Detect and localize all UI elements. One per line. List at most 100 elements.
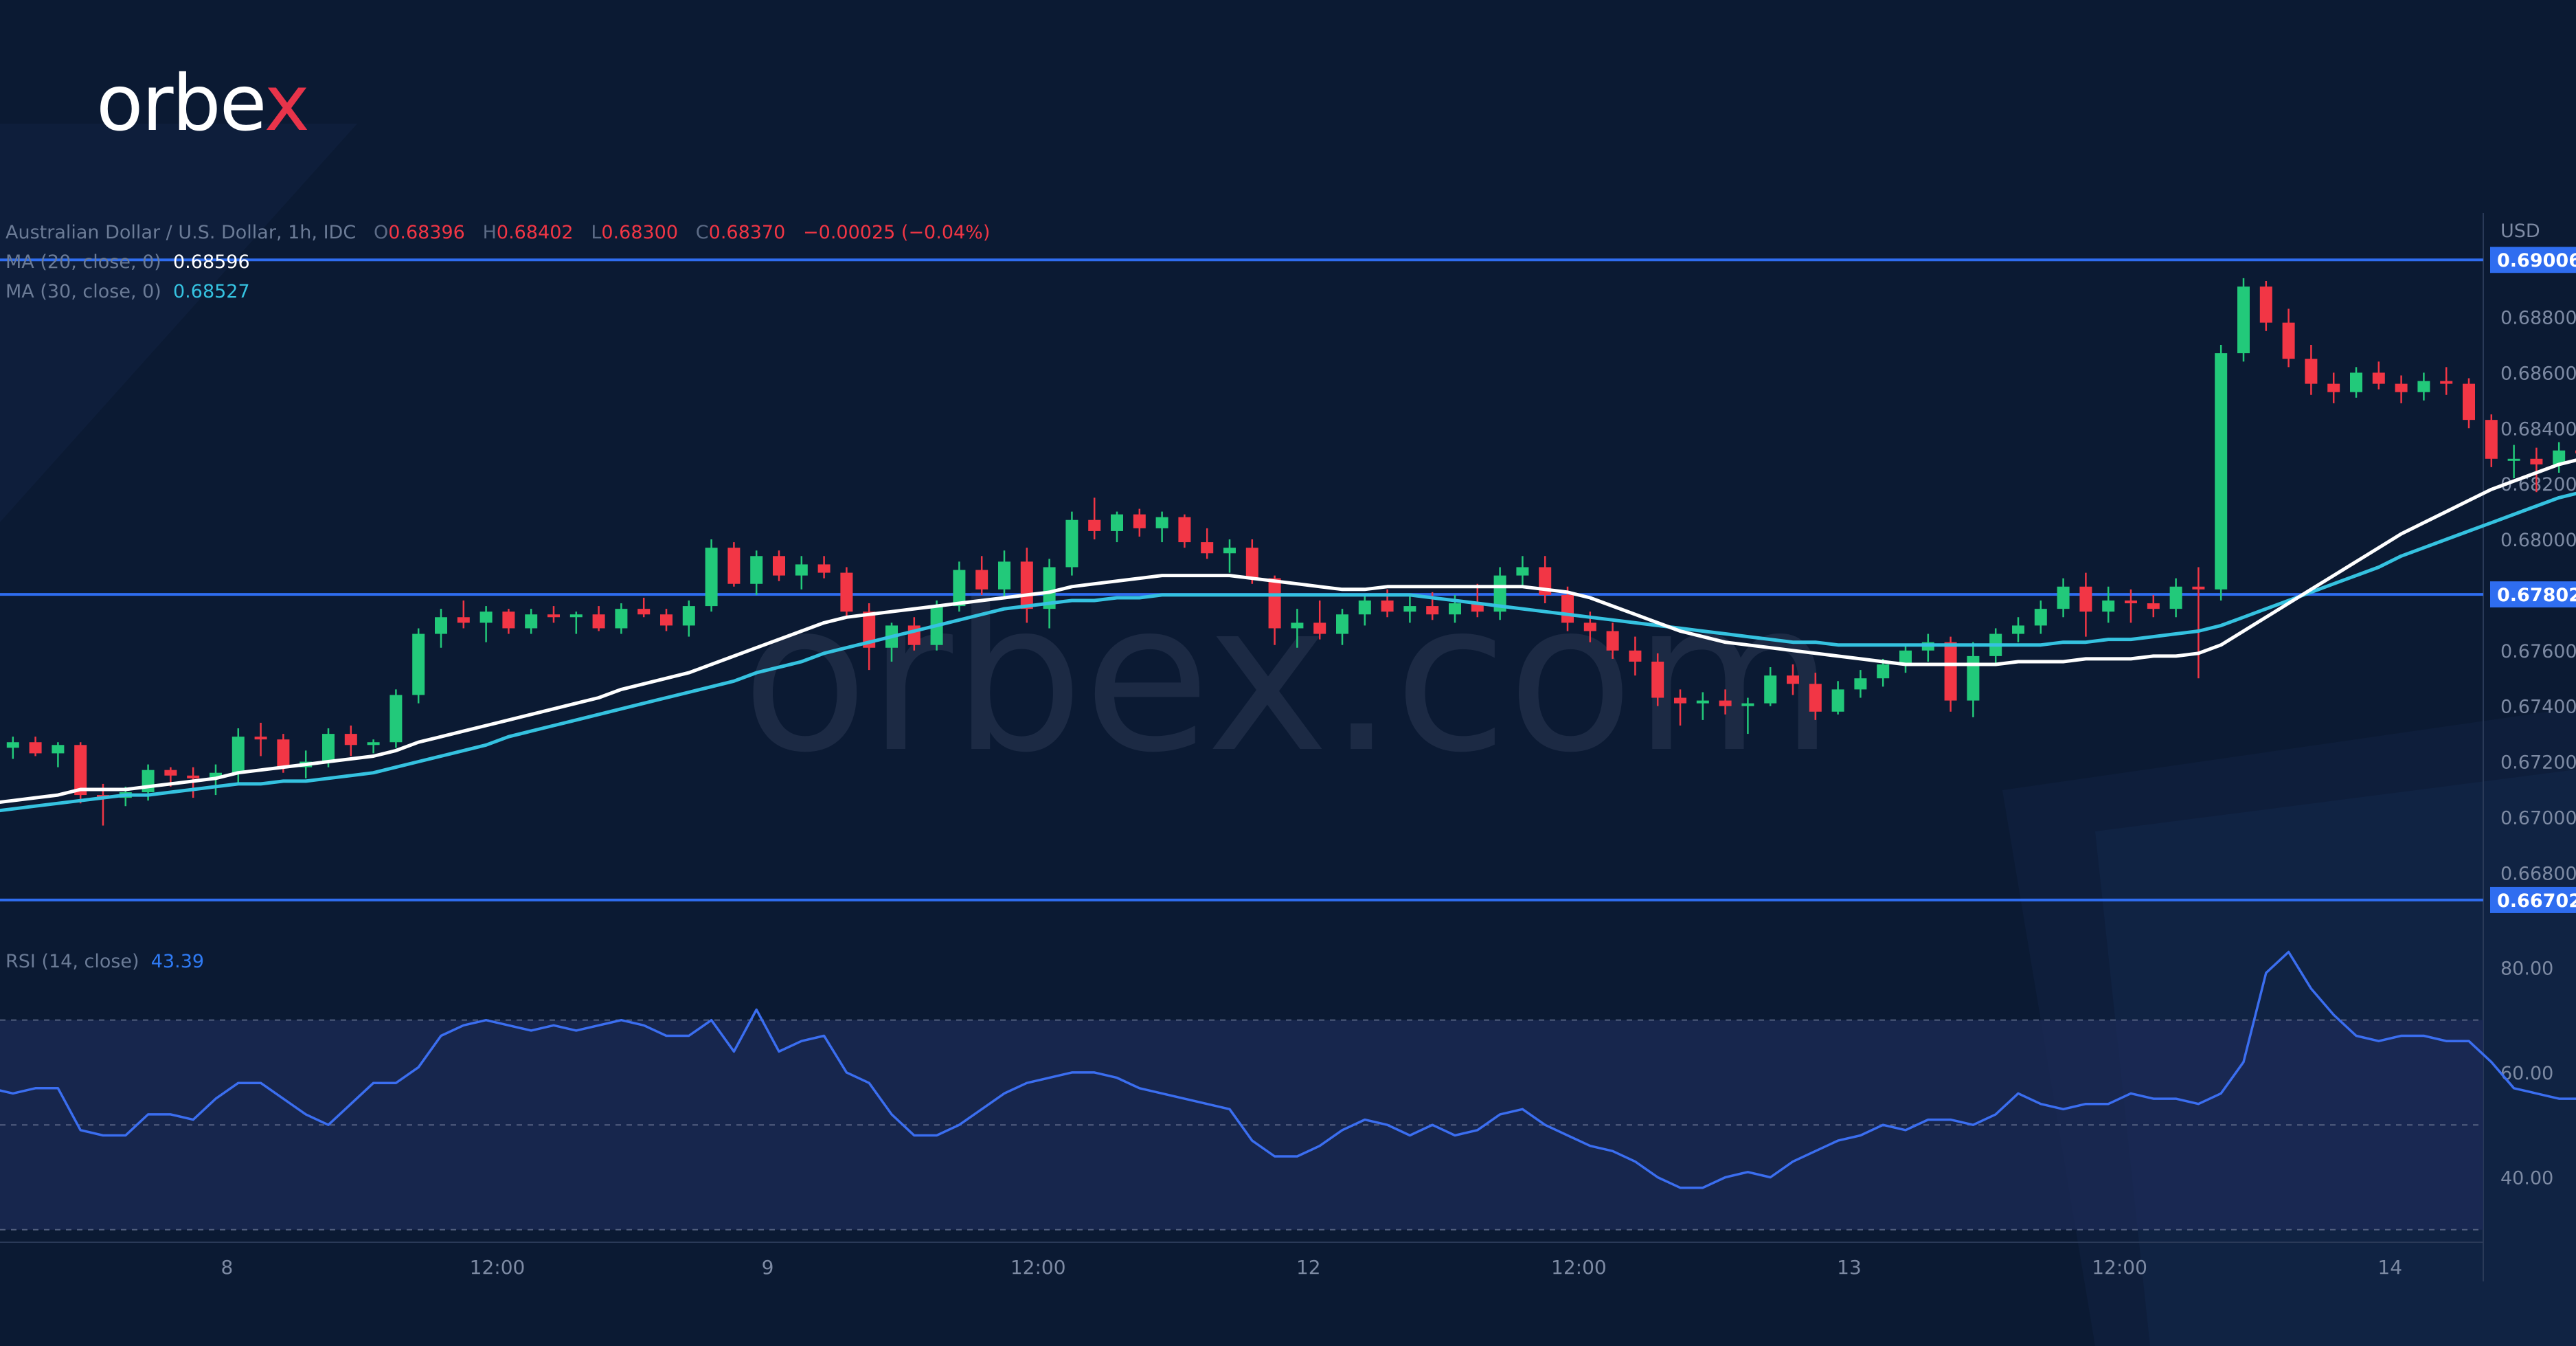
candle-body[interactable] [412,633,425,695]
candle-body[interactable] [817,564,831,573]
candle-body[interactable] [637,609,651,615]
candle-body[interactable] [277,739,290,767]
candle-body[interactable] [1268,578,1281,629]
candle-body[interactable] [1020,561,1033,609]
candle-body[interactable] [2237,287,2250,354]
candle-body[interactable] [1178,517,1191,543]
candle-body[interactable] [2507,458,2520,461]
candle-body[interactable] [1561,594,1574,623]
candle-body[interactable] [210,772,222,778]
candle-body[interactable] [1155,517,1168,528]
candle-body[interactable] [1336,614,1348,634]
candle-body[interactable] [1516,567,1529,576]
candle-body[interactable] [2372,372,2385,384]
candle-body[interactable] [6,742,19,748]
candle-body[interactable] [1741,703,1754,706]
candle-body[interactable] [2530,458,2543,464]
candle-body[interactable] [389,695,403,743]
candle-body[interactable] [2012,625,2024,634]
candle-body[interactable] [1291,622,1304,629]
candle-body[interactable] [344,734,357,745]
candle-body[interactable] [682,606,695,626]
candle-body[interactable] [2485,420,2498,459]
candle-body[interactable] [569,614,583,618]
candle-body[interactable] [1629,650,1642,662]
candle-body[interactable] [2079,586,2092,612]
candle-body[interactable] [1133,514,1146,528]
candle-body[interactable] [705,548,718,607]
candle-body[interactable] [795,564,808,576]
candle-body[interactable] [2057,586,2070,609]
candle-body[interactable] [998,561,1010,590]
candle-body[interactable] [2282,322,2295,359]
candle-body[interactable] [1449,603,1461,615]
candle-body[interactable] [547,614,560,618]
candle-body[interactable] [2327,383,2340,392]
candle-body[interactable] [231,737,245,773]
candle-body[interactable] [2259,287,2272,323]
candle-body[interactable] [254,737,267,740]
candle-body[interactable] [435,617,447,634]
candle-body[interactable] [1651,661,1664,698]
candle-body[interactable] [1403,606,1416,612]
candle-body[interactable] [2102,601,2115,612]
candle-body[interactable] [1358,601,1371,615]
candle-body[interactable] [1313,622,1326,634]
candle-body[interactable] [660,614,673,626]
candle-body[interactable] [1583,622,1596,631]
rsi-legend[interactable]: RSI (14, close) 43.39 [5,951,204,972]
candle-body[interactable] [1493,575,1506,612]
candle-body[interactable] [1043,567,1056,609]
candle-body[interactable] [750,556,763,584]
candle-body[interactable] [615,609,628,629]
candle-body[interactable] [2553,450,2566,464]
candle-body[interactable] [1065,519,1078,568]
candle-body[interactable] [502,612,515,629]
ma20-legend[interactable]: MA (20, close, 0) 0.68596 [5,251,250,273]
candle-body[interactable] [29,742,42,754]
candle-body[interactable] [479,612,493,623]
candle-body[interactable] [525,614,538,629]
candle-body[interactable] [2440,381,2453,384]
candle-body[interactable] [1944,642,1957,701]
candle-body[interactable] [2350,372,2362,392]
candle-body[interactable] [1787,675,1799,684]
candle-body[interactable] [975,570,988,590]
candle-body[interactable] [2147,603,2160,609]
candle-body[interactable] [187,775,200,778]
candle-body[interactable] [367,742,380,745]
candle-body[interactable] [2395,383,2408,392]
candle-body[interactable] [1854,678,1867,690]
ma30-legend[interactable]: MA (30, close, 0) 0.68527 [5,281,250,302]
candle-body[interactable] [1111,514,1123,531]
candle-body[interactable] [1809,684,1822,712]
candle-body[interactable] [1967,655,1980,701]
candle-body[interactable] [1831,689,1844,712]
candle-body[interactable] [457,617,470,623]
candle-body[interactable] [2417,381,2430,392]
candle-body[interactable] [1696,700,1709,704]
candle-body[interactable] [2192,586,2205,590]
candle-body[interactable] [1223,548,1236,554]
candle-body[interactable] [1877,664,1890,679]
candle-body[interactable] [322,734,335,762]
candle-body[interactable] [1088,519,1101,531]
candle-body[interactable] [1245,548,1258,579]
candle-body[interactable] [773,556,785,576]
candle-body[interactable] [1674,697,1686,704]
candle-body[interactable] [953,570,966,607]
candle-body[interactable] [1719,700,1732,706]
candle-body[interactable] [727,548,741,584]
candle-body[interactable] [840,572,853,612]
candle-body[interactable] [2125,601,2137,604]
candle-body[interactable] [592,614,605,629]
candle-body[interactable] [1764,675,1777,704]
candle-body[interactable] [1381,601,1394,612]
candle-body[interactable] [1899,650,1912,665]
candle-body[interactable] [164,770,177,776]
candle-body[interactable] [52,745,65,754]
candle-body[interactable] [1606,631,1619,651]
candle-body[interactable] [74,745,87,796]
candle-body[interactable] [2215,353,2228,590]
